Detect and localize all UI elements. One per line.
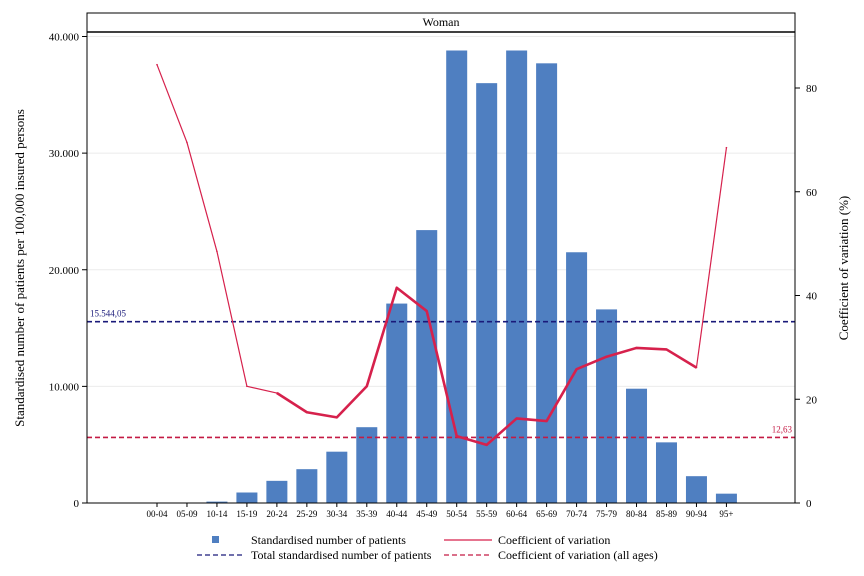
bar-65-69 xyxy=(536,63,558,503)
cv-point-35-39 xyxy=(365,385,368,388)
x-tick-label: 70-74 xyxy=(566,509,587,519)
legend-swatch-0 xyxy=(212,536,219,543)
legend-label-2: Total standardised number of patients xyxy=(251,548,432,562)
x-tick-label: 75-79 xyxy=(596,509,617,519)
cv-point-40-44 xyxy=(395,286,398,289)
x-tick-label: 95+ xyxy=(719,509,733,519)
reference-lines: 15.544,05 12,63 xyxy=(87,309,795,439)
x-tick-label: 25-29 xyxy=(296,509,317,519)
x-tick-label: 80-84 xyxy=(626,509,647,519)
plot-area-border xyxy=(86,12,796,504)
x-tick-label: 35-39 xyxy=(356,509,377,519)
x-tick-label: 00-04 xyxy=(147,509,168,519)
y2-tick-label: 60 xyxy=(806,187,818,199)
y2-tick-label: 0 xyxy=(806,498,812,510)
x-tick-label: 45-49 xyxy=(416,509,437,519)
x-tick-label: 20-24 xyxy=(266,509,287,519)
cv-point-85-89 xyxy=(665,348,668,351)
cv-line-series xyxy=(156,63,728,447)
bar-10-14 xyxy=(206,501,228,503)
y-tick-label: 0 xyxy=(74,498,80,510)
cv-point-55-59 xyxy=(485,444,488,446)
cv-point-25-29 xyxy=(306,411,308,414)
cv-point-75-79 xyxy=(605,355,608,358)
x-tick-label: 15-19 xyxy=(236,509,257,519)
bar-20-24 xyxy=(266,480,288,503)
y-axis-title: Standardised number of patients per 100,… xyxy=(12,109,27,427)
y-tick-label: 40.000 xyxy=(49,32,80,44)
cv-point-65-69 xyxy=(545,420,548,422)
cv-point-20-24 xyxy=(276,392,278,394)
plot-frame: Woman xyxy=(86,12,796,504)
cv-point-50-54 xyxy=(455,435,458,437)
bar-80-84 xyxy=(626,388,648,503)
bar-15-19 xyxy=(236,492,258,503)
y2-tick-label: 80 xyxy=(806,83,818,95)
y-tick-label: 10.000 xyxy=(49,381,80,393)
reference-line-label-1: 12,63 xyxy=(772,424,793,434)
x-tick-label: 30-34 xyxy=(326,509,347,519)
bar-40-44 xyxy=(386,303,408,503)
bar-75-79 xyxy=(596,309,618,503)
legend-label-0: Standardised number of patients xyxy=(251,533,406,547)
cv-point-90-94 xyxy=(695,366,698,369)
bar-70-74 xyxy=(566,252,588,503)
cv-point-05-09 xyxy=(186,141,188,144)
y2-tick-label: 40 xyxy=(806,291,818,303)
x-tick-label: 55-59 xyxy=(476,509,497,519)
legend: Standardised number of patients Coefficie… xyxy=(197,533,658,562)
cv-point-45-49 xyxy=(425,310,428,312)
cv-point-10-14 xyxy=(216,250,218,253)
cv-point-00-04 xyxy=(156,63,158,66)
x-tick-label: 60-64 xyxy=(506,509,527,519)
bar-30-34 xyxy=(326,451,348,503)
legend-label-1: Coefficient of variation xyxy=(498,533,610,547)
y2-tick-label: 20 xyxy=(806,394,818,406)
x-tick-label: 65-69 xyxy=(536,509,557,519)
y2-axis-title: Coefficient of variation (%) xyxy=(836,196,851,341)
y-tick-label: 30.000 xyxy=(49,148,80,160)
legend-label-3: Coefficient of variation (all ages) xyxy=(498,548,658,562)
x-tick-label: 05-09 xyxy=(176,509,197,519)
cv-point-60-64 xyxy=(515,417,518,420)
axes: Standardised number of patients per 100,… xyxy=(12,32,851,520)
bar-85-89 xyxy=(655,442,677,503)
bar-series xyxy=(176,50,737,504)
y-tick-label: 20.000 xyxy=(49,265,80,277)
bar-25-29 xyxy=(296,469,318,503)
panel-title: Woman xyxy=(422,15,459,29)
cv-point-70-74 xyxy=(575,368,578,370)
reference-line-label-0: 15.544,05 xyxy=(90,309,127,319)
cv-line-segment-old xyxy=(695,147,728,368)
x-tick-label: 85-89 xyxy=(656,509,677,519)
cv-point-30-34 xyxy=(336,416,338,419)
bar-60-64 xyxy=(506,50,528,504)
cv-point-95+ xyxy=(725,146,728,149)
bar-45-49 xyxy=(416,230,438,503)
gridlines xyxy=(87,36,795,387)
x-tick-label: 40-44 xyxy=(386,509,407,519)
bar-55-59 xyxy=(476,83,498,504)
bar-90-94 xyxy=(685,476,707,503)
bar-95+ xyxy=(715,493,737,503)
x-tick-label: 10-14 xyxy=(206,509,227,519)
bar-50-54 xyxy=(446,50,468,504)
bar-35-39 xyxy=(356,427,378,503)
cv-point-80-84 xyxy=(635,347,638,349)
x-tick-label: 50-54 xyxy=(446,509,467,519)
x-tick-label: 90-94 xyxy=(686,509,707,519)
cv-point-15-19 xyxy=(246,385,248,388)
cv-line-segment-young xyxy=(156,64,278,394)
